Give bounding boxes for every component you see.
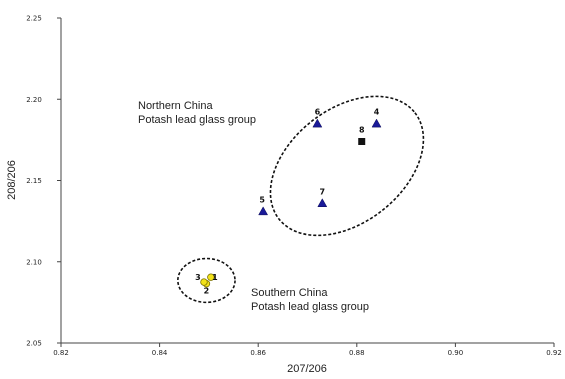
group-label: Northern China xyxy=(138,100,213,112)
triangle-marker xyxy=(317,198,328,207)
square-marker xyxy=(358,138,366,145)
triangle-marker xyxy=(258,206,269,216)
x-tick-label: 0.88 xyxy=(349,349,365,357)
group-ellipse xyxy=(177,257,236,304)
group-ellipse xyxy=(269,95,425,237)
group-label: Potash lead glass group xyxy=(138,114,256,126)
x-axis-label: 207/206 xyxy=(287,363,327,375)
x-tick-label: 0.90 xyxy=(448,349,464,357)
y-tick-label: 2.20 xyxy=(26,96,42,104)
data-points: 4 5 6 7 8 123 xyxy=(195,108,382,296)
point-label: 7 xyxy=(320,187,326,196)
point-label: 5 xyxy=(259,195,265,204)
y-axis-label: 208/206 xyxy=(6,160,18,200)
x-tick-label: 0.92 xyxy=(546,349,562,357)
point-label: 3 xyxy=(195,273,201,282)
x-tick-label: 0.82 xyxy=(53,349,69,357)
point-label: 1 xyxy=(212,273,218,282)
y-tick-label: 2.15 xyxy=(26,177,42,185)
circle-marker xyxy=(207,273,215,281)
y-tick-label: 2.05 xyxy=(26,340,42,348)
triangle-marker xyxy=(371,118,382,128)
y-tick-label: 2.25 xyxy=(26,15,42,23)
point-label: 6 xyxy=(315,108,321,117)
x-tick-label: 0.86 xyxy=(250,349,266,357)
circle-marker xyxy=(200,278,208,286)
y-tick-label: 2.10 xyxy=(26,258,42,266)
x-tick-label: 0.84 xyxy=(152,349,168,357)
x-tick-group: 0.82 0.84 0.86 0.88 0.90 0.92 xyxy=(53,343,562,357)
group-ellipses: Northern China Potash lead glass group Sou… xyxy=(138,95,425,313)
group-label: Potash lead glass group xyxy=(251,301,369,313)
group-label: Southern China xyxy=(251,287,328,299)
y-tick-group: 2.05 2.10 2.15 2.20 2.25 xyxy=(26,15,61,348)
point-label: 8 xyxy=(359,126,365,135)
point-label: 2 xyxy=(204,287,210,296)
triangle-marker xyxy=(312,118,323,128)
point-label: 4 xyxy=(374,108,380,117)
